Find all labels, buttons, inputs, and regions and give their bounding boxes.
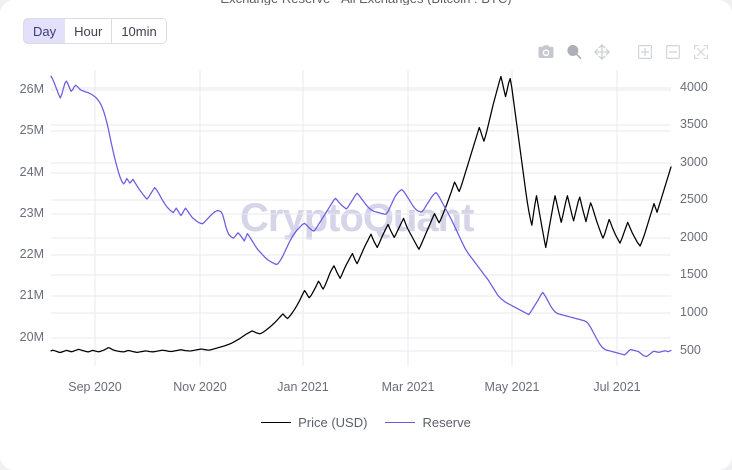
y-left-tick-label: 21M: [19, 288, 44, 302]
legend-item-price[interactable]: Price (USD): [261, 415, 367, 430]
axis-tick-label: 500: [680, 343, 701, 357]
chart-toolbar[interactable]: [536, 42, 710, 61]
legend-label-reserve: Reserve: [422, 415, 471, 430]
y-left-tick-label: 24M: [19, 165, 44, 179]
x-tick-label: Nov 2020: [173, 380, 227, 394]
legend-item-reserve[interactable]: Reserve: [385, 415, 471, 430]
axis-tick-label: 3500: [680, 117, 708, 131]
interval-button-day[interactable]: Day: [23, 19, 67, 43]
legend-label-price: Price (USD): [298, 415, 368, 430]
zoom-out-icon[interactable]: [663, 42, 682, 61]
y-left-tick-label: 22M: [19, 247, 44, 261]
y-left-tick-label: 26M: [19, 82, 44, 96]
pan-icon[interactable]: [592, 42, 611, 61]
interval-button-10min[interactable]: 10min: [112, 19, 166, 43]
x-tick-label: Sep 2020: [68, 380, 122, 394]
x-tick-label: Jul 2021: [593, 380, 641, 394]
y-left-tick-label: 23M: [19, 206, 44, 220]
interval-button-hour[interactable]: Hour: [65, 19, 113, 43]
axis-tick-label: 4000: [680, 80, 708, 94]
camera-icon[interactable]: [536, 42, 555, 61]
axis-tick-label: 1000: [680, 305, 708, 319]
zoom-in-icon[interactable]: [635, 42, 654, 61]
axis-tick-label: 1500: [680, 267, 708, 281]
zoom-icon[interactable]: [564, 42, 583, 61]
axis-tick-label: 2500: [680, 192, 708, 206]
interval-toggle-group[interactable]: Day Hour 10min: [23, 18, 167, 44]
x-tick-label: Mar 2021: [381, 380, 435, 394]
x-tick-label: Jan 2021: [277, 380, 329, 394]
y-left-tick-label: 25M: [19, 123, 44, 137]
legend-swatch-reserve: [385, 422, 416, 423]
chart-title-truncated: Exchange Reserve - All Exchanges (Bitcoi…: [0, 0, 732, 5]
axis-tick-label: 2000: [680, 230, 708, 244]
chart-legend[interactable]: Price (USD) Reserve: [0, 415, 732, 430]
legend-swatch-price: [261, 422, 292, 423]
x-tick-label: May 2021: [484, 380, 540, 394]
axis-tick-label: 3000: [680, 155, 708, 169]
autoscale-icon[interactable]: [691, 42, 710, 61]
y-left-tick-label: 20M: [19, 330, 44, 344]
